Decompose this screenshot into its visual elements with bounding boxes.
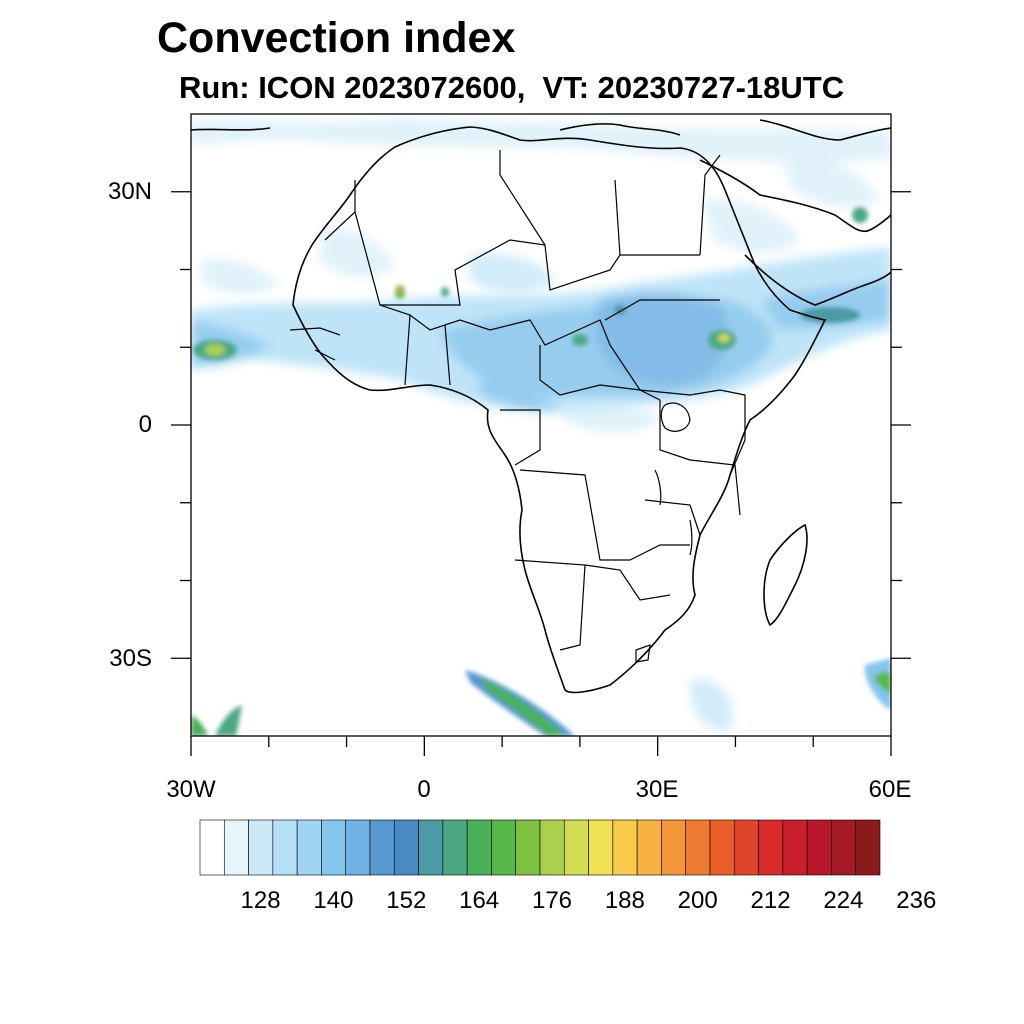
colorbar-label: 188	[604, 887, 645, 914]
colorbar-label: 236	[896, 887, 937, 914]
colorbar-swatch	[199, 819, 225, 876]
coastlines	[191, 119, 891, 694]
colorbar-swatch	[393, 819, 419, 876]
colorbar-swatch	[539, 819, 565, 876]
colorbar-label: 176	[531, 887, 573, 914]
colorbar-label: 140	[313, 887, 354, 914]
colorbar-label: 224	[823, 887, 864, 914]
x-label-30e: 30E	[635, 776, 679, 803]
x-label-30w: 30W	[166, 776, 216, 803]
map-frame	[190, 113, 892, 737]
axis-ticks	[171, 191, 911, 756]
colorbar-swatch	[272, 819, 298, 876]
colorbar-swatch	[515, 819, 541, 876]
colorbar-swatch	[661, 819, 687, 876]
colorbar-swatch	[321, 819, 347, 876]
colorbar-swatch	[369, 819, 395, 876]
lakes	[654, 402, 693, 556]
colorbar-swatch	[442, 819, 468, 876]
map-subtitle: Run: ICON 2023072600, VT: 20230727-18UTC	[179, 70, 845, 105]
colorbar-swatch	[491, 819, 517, 876]
y-label-30n: 30N	[107, 178, 152, 205]
colorbar-swatch	[806, 819, 832, 876]
convection-field	[191, 118, 891, 736]
y-label-30s: 30S	[109, 645, 152, 672]
colorbar-swatch	[831, 819, 857, 876]
colorbar-swatch	[296, 819, 322, 876]
x-label-60e: 60E	[868, 776, 912, 803]
colorbar-swatch	[709, 819, 735, 876]
colorbar-swatch	[563, 819, 589, 876]
colorbar-swatch	[612, 819, 638, 876]
y-label-0: 0	[138, 411, 152, 438]
colorbar-label: 200	[677, 887, 718, 914]
colorbar-swatch	[223, 819, 249, 876]
colorbar-swatch	[588, 819, 614, 876]
map-title: Convection index	[157, 14, 516, 62]
x-label-0: 0	[417, 776, 431, 803]
colorbar-label: 212	[750, 887, 791, 914]
country-borders	[289, 150, 746, 663]
colorbar-swatch	[466, 819, 492, 876]
colorbar-swatch	[418, 819, 444, 876]
colorbar-swatch	[758, 819, 784, 876]
colorbar-swatch	[685, 819, 711, 876]
colorbar-swatch	[855, 819, 881, 876]
colorbar-label: 152	[386, 887, 427, 914]
colorbar-swatch	[733, 819, 759, 876]
colorbar	[199, 819, 881, 876]
colorbar-swatch	[345, 819, 371, 876]
colorbar-label: 128	[240, 887, 281, 914]
colorbar-swatch	[782, 819, 808, 876]
colorbar-swatch	[248, 819, 274, 876]
colorbar-swatch	[636, 819, 662, 876]
colorbar-label: 164	[459, 887, 500, 914]
